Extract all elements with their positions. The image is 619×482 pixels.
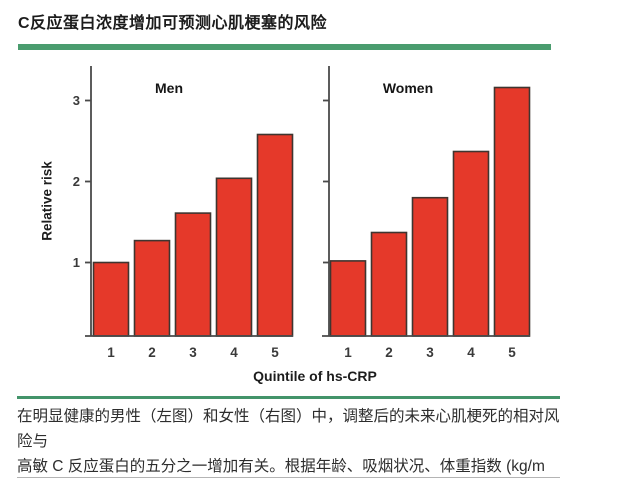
men-bar-2 bbox=[133, 239, 171, 337]
women-bar-2 bbox=[370, 231, 408, 337]
figure-caption: 在明显健康的男性（左图）和女性（右图）中，调整后的未来心肌梗死的相对风险与 高敏… bbox=[17, 404, 565, 482]
women-bar-1 bbox=[329, 260, 367, 337]
men-bar-5 bbox=[256, 133, 294, 337]
caption-line-2-pre: 高敏 C 反应蛋白的五分之一增加有关。根据年龄、吸烟状况、体重指数 (kg/m bbox=[17, 458, 545, 475]
men-panel-title: Men bbox=[155, 80, 183, 96]
x-axis-label: Quintile of hs-CRP bbox=[253, 368, 377, 384]
men-x-tick-label-1: 1 bbox=[107, 345, 115, 360]
caption-line-2: 高敏 C 反应蛋白的五分之一增加有关。根据年龄、吸烟状况、体重指数 (kg/m … bbox=[17, 454, 565, 482]
section-divider-green bbox=[17, 396, 560, 399]
men-bar-3 bbox=[174, 212, 212, 337]
men-y-tick-label-2: 2 bbox=[73, 174, 80, 189]
men-bar-1 bbox=[92, 261, 130, 337]
men-x-tick-label-3: 3 bbox=[189, 345, 197, 360]
men-y-tick-label-1: 1 bbox=[73, 255, 80, 270]
women-panel-title: Women bbox=[382, 80, 434, 96]
women-x-tick-label-5: 5 bbox=[508, 345, 516, 360]
men-bar-4 bbox=[215, 177, 253, 337]
women-bar-5 bbox=[493, 86, 531, 337]
page-title: C反应蛋白浓度增加可预测心肌梗塞的风险 bbox=[18, 15, 328, 32]
section-divider-gray bbox=[17, 477, 560, 478]
women-x-tick-label-3: 3 bbox=[426, 345, 434, 360]
caption-line-1: 在明显健康的男性（左图）和女性（右图）中，调整后的未来心肌梗死的相对风险与 bbox=[17, 408, 560, 450]
women-x-tick-label-4: 4 bbox=[467, 345, 475, 360]
men-x-tick-label-4: 4 bbox=[230, 345, 238, 360]
men-x-tick-label-5: 5 bbox=[271, 345, 279, 360]
men-x-tick-label-2: 2 bbox=[148, 345, 156, 360]
women-x-tick-label-2: 2 bbox=[385, 345, 393, 360]
men-y-tick-label-3: 3 bbox=[73, 93, 80, 108]
women-bar-4 bbox=[452, 150, 490, 337]
y-axis-label: Relative risk bbox=[39, 161, 55, 241]
title-underline-bar bbox=[18, 44, 551, 50]
women-x-tick-label-1: 1 bbox=[344, 345, 352, 360]
women-bar-3 bbox=[411, 196, 449, 337]
